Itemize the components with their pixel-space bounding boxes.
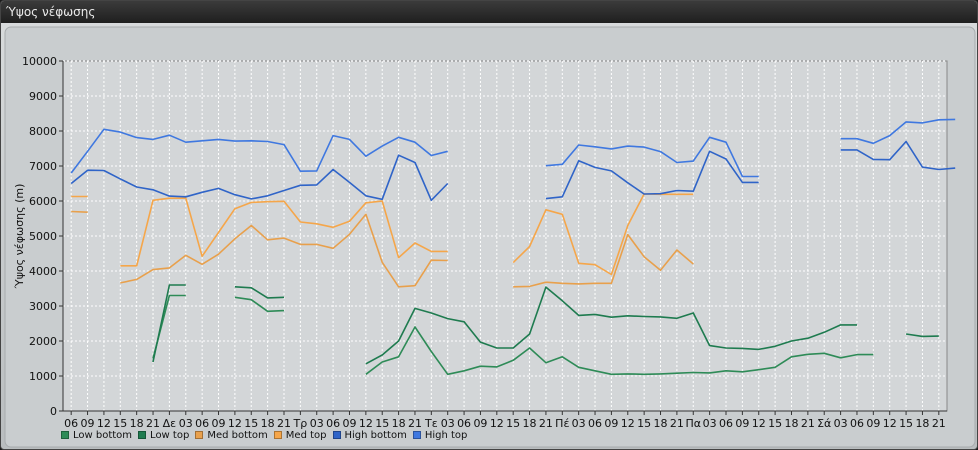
x-tick-label: 21 — [408, 417, 422, 430]
legend-item[interactable]: Med bottom — [195, 428, 268, 442]
x-tick-label: 06 — [326, 417, 340, 430]
series-line-high-bottom — [70, 140, 956, 202]
x-tick-label: 15 — [899, 417, 913, 430]
y-tick-label: 9000 — [29, 90, 57, 103]
x-tick-label: 09 — [342, 417, 356, 430]
x-tick-label: 15 — [768, 417, 782, 430]
x-tick-label: 06 — [588, 417, 602, 430]
legend-swatch — [412, 431, 421, 439]
y-tick-label: 0 — [50, 405, 57, 418]
x-tick-label: 03 — [572, 417, 586, 430]
legend-item[interactable]: Med top — [273, 428, 327, 442]
x-tick-label: 12 — [490, 417, 504, 430]
legend-label: Med bottom — [207, 429, 268, 441]
series-line-low-top — [152, 284, 939, 365]
x-tick-label: 12 — [621, 417, 635, 430]
x-tick-label: 09 — [604, 417, 618, 430]
x-tick-label: 18 — [654, 417, 668, 430]
x-tick-label: 21 — [277, 417, 291, 430]
legend-label: Low top — [150, 429, 190, 441]
x-tick-label: 03 — [441, 417, 455, 430]
x-tick-label: Πέ — [555, 417, 569, 430]
x-tick-label: 12 — [97, 417, 111, 430]
x-tick-label: 06 — [457, 417, 471, 430]
legend-swatch — [195, 431, 204, 439]
y-tick-label: 5000 — [29, 230, 57, 243]
legend-label: Med top — [285, 429, 327, 441]
x-tick-label: Πα — [685, 417, 701, 430]
x-tick-label: 18 — [130, 417, 144, 430]
x-tick-label: 09 — [473, 417, 487, 430]
x-tick-label: 09 — [735, 417, 749, 430]
x-tick-label: 21 — [670, 417, 684, 430]
x-tick-label: Τρ — [293, 417, 308, 430]
x-tick-label: Δε — [163, 417, 177, 430]
legend-swatch — [273, 431, 282, 439]
x-tick-label: 03 — [310, 417, 324, 430]
x-tick-label: 03 — [179, 417, 193, 430]
y-tick-label: 7000 — [29, 160, 57, 173]
legend-item[interactable]: High bottom — [332, 428, 407, 442]
x-tick-label: 21 — [932, 417, 946, 430]
x-tick-label: 18 — [523, 417, 537, 430]
x-tick-label: 18 — [261, 417, 275, 430]
x-tick-label: 03 — [703, 417, 717, 430]
x-tick-label: 18 — [915, 417, 929, 430]
x-tick-label: 06 — [195, 417, 209, 430]
x-tick-label: 03 — [834, 417, 848, 430]
series-line-high-top — [70, 118, 956, 178]
x-tick-label: 18 — [392, 417, 406, 430]
x-tick-label: 09 — [866, 417, 880, 430]
x-tick-label: Τε — [424, 417, 438, 430]
y-tick-label: 10000 — [22, 55, 57, 68]
cloud-height-chart: 0 1000 2000 3000 4000 5000 6000 7000 8000 9000 100… — [4, 26, 976, 448]
window-title: Ύψος νέφωσης — [1, 1, 977, 23]
x-tick-label: 21 — [146, 417, 160, 430]
x-tick-label: 15 — [506, 417, 520, 430]
y-tick-label: 2000 — [29, 335, 57, 348]
x-tick-label: 12 — [883, 417, 897, 430]
x-tick-label: 15 — [637, 417, 651, 430]
legend-item[interactable]: Low top — [138, 428, 189, 442]
x-tick-label: 15 — [113, 417, 127, 430]
y-tick-label: 3000 — [29, 300, 57, 313]
chart-legend: Low bottom Low top Med bottom Med top High b… — [61, 428, 473, 442]
x-tick-label: 15 — [244, 417, 258, 430]
legend-swatch — [138, 431, 147, 439]
x-tick-label: 06 — [850, 417, 864, 430]
x-tick-label: 21 — [801, 417, 815, 430]
x-tick-label: 12 — [359, 417, 373, 430]
legend-item[interactable]: Low bottom — [61, 428, 132, 442]
y-tick-label: 6000 — [29, 195, 57, 208]
x-tick-label: 09 — [212, 417, 226, 430]
legend-label: High top — [424, 429, 468, 441]
x-tick-label: 18 — [784, 417, 798, 430]
y-tick-label: 4000 — [29, 265, 57, 278]
x-tick-label: 21 — [539, 417, 553, 430]
y-axis-label: Ύψος νέφωσης (m) — [13, 184, 26, 290]
legend-label: Low bottom — [73, 429, 133, 441]
x-tick-label: 06 — [64, 417, 78, 430]
legend-label: High bottom — [344, 429, 407, 441]
y-tick-label: 8000 — [29, 125, 57, 138]
x-tick-label: 06 — [719, 417, 733, 430]
x-tick-label: Σά — [817, 417, 831, 430]
legend-swatch — [61, 431, 69, 439]
legend-item[interactable]: High top — [412, 428, 468, 442]
legend-swatch — [332, 431, 341, 439]
x-tick-label: 12 — [752, 417, 766, 430]
x-tick-label: 09 — [81, 417, 95, 430]
y-tick-label: 1000 — [29, 370, 57, 383]
x-tick-label: 15 — [375, 417, 389, 430]
x-tick-label: 12 — [228, 417, 242, 430]
